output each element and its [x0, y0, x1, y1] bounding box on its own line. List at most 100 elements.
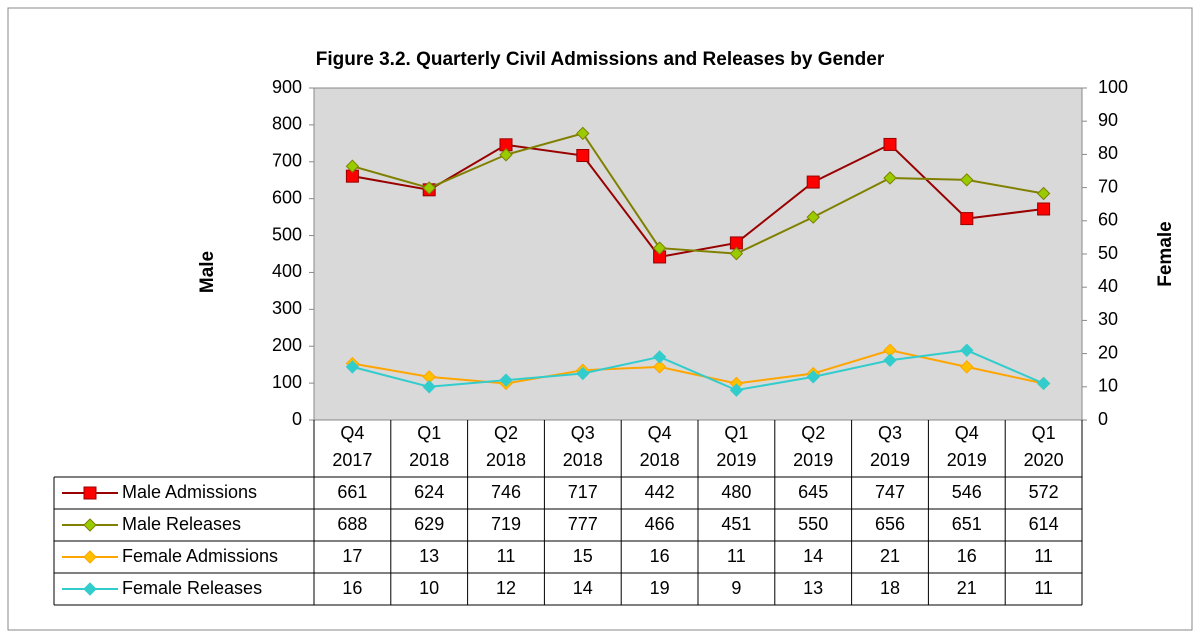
data-point [499, 373, 513, 387]
x-tick-label: Q1 [724, 423, 748, 443]
table-value: 656 [875, 514, 905, 534]
table-value: 550 [798, 514, 828, 534]
table-value: 18 [880, 578, 900, 598]
y-tick-label: 300 [272, 298, 302, 318]
data-point [422, 181, 436, 195]
y2-tick-label: 30 [1098, 309, 1118, 329]
data-point [576, 366, 590, 381]
table-value: 629 [414, 514, 444, 534]
data-point [576, 149, 590, 163]
table-value: 17 [342, 546, 362, 566]
data-point [883, 171, 897, 185]
table-value: 645 [798, 482, 828, 502]
chart-title: Figure 3.2. Quarterly Civil Admissions a… [316, 49, 885, 70]
data-point [1036, 376, 1051, 391]
table-value: 13 [419, 546, 439, 566]
x-tick-label: 2018 [409, 450, 449, 470]
data-point [576, 126, 590, 141]
table-value: 21 [957, 578, 977, 598]
x-tick-label: Q4 [340, 423, 364, 443]
table-value: 777 [568, 514, 598, 534]
legend-label: Male Releases [122, 514, 241, 534]
y2-tick-label: 50 [1098, 243, 1118, 263]
x-tick-label: 2019 [947, 450, 987, 470]
x-tick-label: 2019 [870, 450, 910, 470]
x-tick-label: Q2 [801, 423, 825, 443]
table-value: 546 [952, 482, 982, 502]
data-point [345, 159, 360, 173]
y-tick-label: 600 [272, 187, 302, 207]
table-value: 614 [1029, 514, 1059, 534]
x-tick-label: 2018 [563, 450, 603, 470]
table-value: 14 [573, 578, 593, 598]
x-tick-label: Q1 [417, 423, 441, 443]
table-value: 15 [573, 546, 593, 566]
y-axis-title: Male [197, 251, 218, 293]
x-tick-label: Q4 [648, 423, 672, 443]
y-tick-label: 500 [272, 224, 302, 244]
table-value: 624 [414, 482, 444, 502]
y-tick-label: 200 [272, 335, 302, 355]
table-value: 11 [727, 546, 746, 566]
table-value: 9 [731, 578, 741, 598]
data-point [806, 370, 820, 384]
x-tick-label: 2018 [640, 450, 680, 470]
y2-tick-label: 60 [1098, 210, 1118, 230]
legend-label: Female Releases [122, 578, 262, 598]
data-point [960, 212, 974, 226]
data-point [960, 360, 974, 374]
data-point [806, 175, 820, 189]
y2-tick-label: 70 [1098, 176, 1118, 196]
series-line [352, 349, 1044, 385]
data-point [883, 137, 897, 151]
data-point [345, 360, 360, 374]
legend-label: Male Admissions [122, 482, 257, 502]
y2-tick-label: 40 [1098, 276, 1118, 296]
y2-axis-title: Female [1155, 221, 1176, 286]
y2-tick-label: 0 [1098, 409, 1108, 429]
x-tick-label: 2020 [1024, 450, 1064, 470]
table-value: 466 [645, 514, 675, 534]
y2-tick-label: 100 [1098, 77, 1128, 97]
x-tick-label: Q3 [571, 423, 595, 443]
data-point [729, 246, 744, 261]
y2-tick-label: 10 [1098, 376, 1118, 396]
table-value: 719 [491, 514, 521, 534]
table-value: 10 [419, 578, 439, 598]
legend-marker [83, 486, 97, 500]
x-tick-label: Q2 [494, 423, 518, 443]
y2-tick-label: 80 [1098, 143, 1118, 163]
table-value: 442 [645, 482, 675, 502]
legend-marker [83, 550, 97, 564]
y-tick-label: 700 [272, 151, 302, 171]
data-point [499, 148, 513, 162]
data-point [883, 353, 897, 367]
x-tick-label: 2018 [486, 450, 526, 470]
data-point [652, 241, 667, 255]
data-point [806, 210, 820, 224]
x-tick-label: Q3 [878, 423, 902, 443]
data-point [960, 343, 974, 357]
x-tick-label: Q1 [1032, 423, 1056, 443]
data-point [960, 173, 974, 187]
legend-marker [83, 518, 97, 532]
legend-label: Female Admissions [122, 546, 278, 566]
data-point [729, 383, 744, 397]
table-value: 747 [875, 482, 905, 502]
series-line [352, 132, 1044, 255]
table-value: 480 [721, 482, 751, 502]
y2-tick-label: 20 [1098, 342, 1118, 362]
table-value: 746 [491, 482, 521, 502]
y-tick-label: 100 [272, 372, 302, 392]
table-value: 11 [1034, 578, 1053, 598]
table-value: 19 [650, 578, 670, 598]
data-point [652, 350, 667, 364]
y2-tick-label: 90 [1098, 110, 1118, 130]
table-value: 661 [337, 482, 367, 502]
x-tick-label: Q4 [955, 423, 979, 443]
data-point [652, 360, 667, 374]
series-line [352, 349, 1044, 392]
y-tick-label: 800 [272, 114, 302, 134]
table-value: 14 [803, 546, 823, 566]
